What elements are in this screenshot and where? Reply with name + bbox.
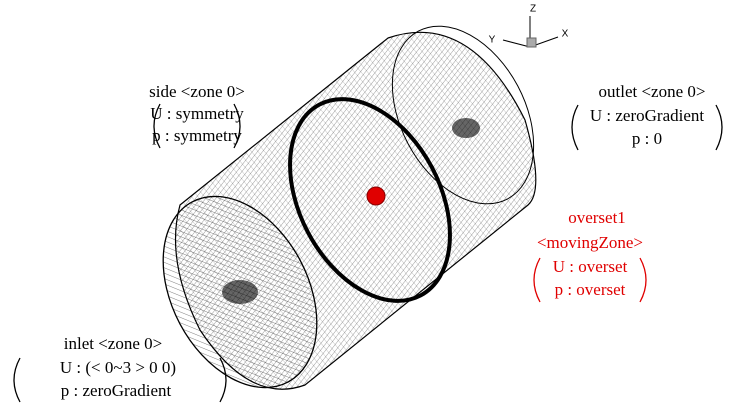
annotation-line: U : symmetry xyxy=(150,104,244,123)
annotation: overset1 <movingZone> U : overset p : ov… xyxy=(534,208,646,302)
axes-triad: Z Y X xyxy=(489,4,569,47)
annotation-line: p : overset xyxy=(555,280,626,299)
annotation: outlet <zone 0> U : zeroGradient p : 0 xyxy=(572,82,722,150)
annotation-title: overset1 xyxy=(568,208,626,227)
cylinder-mesh xyxy=(132,2,562,409)
axis-label: Y xyxy=(489,35,496,46)
annotation-title: outlet <zone 0> xyxy=(599,82,706,101)
annotation-title: side <zone 0> xyxy=(149,82,245,101)
annotation-line: p : 0 xyxy=(632,129,662,148)
annotation-line: U : (< 0~3 > 0 0) xyxy=(60,358,176,377)
annotation-title: inlet <zone 0> xyxy=(64,334,162,353)
annotation-line: U : overset xyxy=(553,257,628,276)
axis-label: X xyxy=(562,29,569,40)
axis-label: Z xyxy=(530,4,536,15)
annotation-line: p : symmetry xyxy=(152,126,242,145)
annotation: side <zone 0> U : symmetry p : symmetry xyxy=(149,82,245,148)
annotation-subtitle: <movingZone> xyxy=(537,233,643,252)
annotation-line: U : zeroGradient xyxy=(590,106,705,125)
diagram: Z Y X side <zone 0> U : symmetry p : sym… xyxy=(0,0,729,409)
annotation-line: p : zeroGradient xyxy=(61,381,172,400)
